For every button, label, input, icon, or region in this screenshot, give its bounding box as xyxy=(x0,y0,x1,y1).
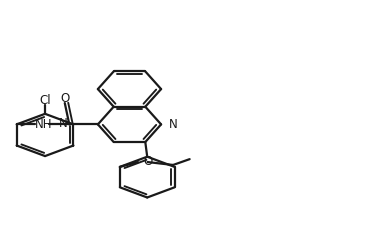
Text: Cl: Cl xyxy=(39,94,51,108)
Text: N: N xyxy=(169,118,178,131)
Text: O: O xyxy=(143,155,152,168)
Text: O: O xyxy=(60,92,69,105)
Text: NH: NH xyxy=(34,118,52,131)
Text: N: N xyxy=(58,117,67,130)
